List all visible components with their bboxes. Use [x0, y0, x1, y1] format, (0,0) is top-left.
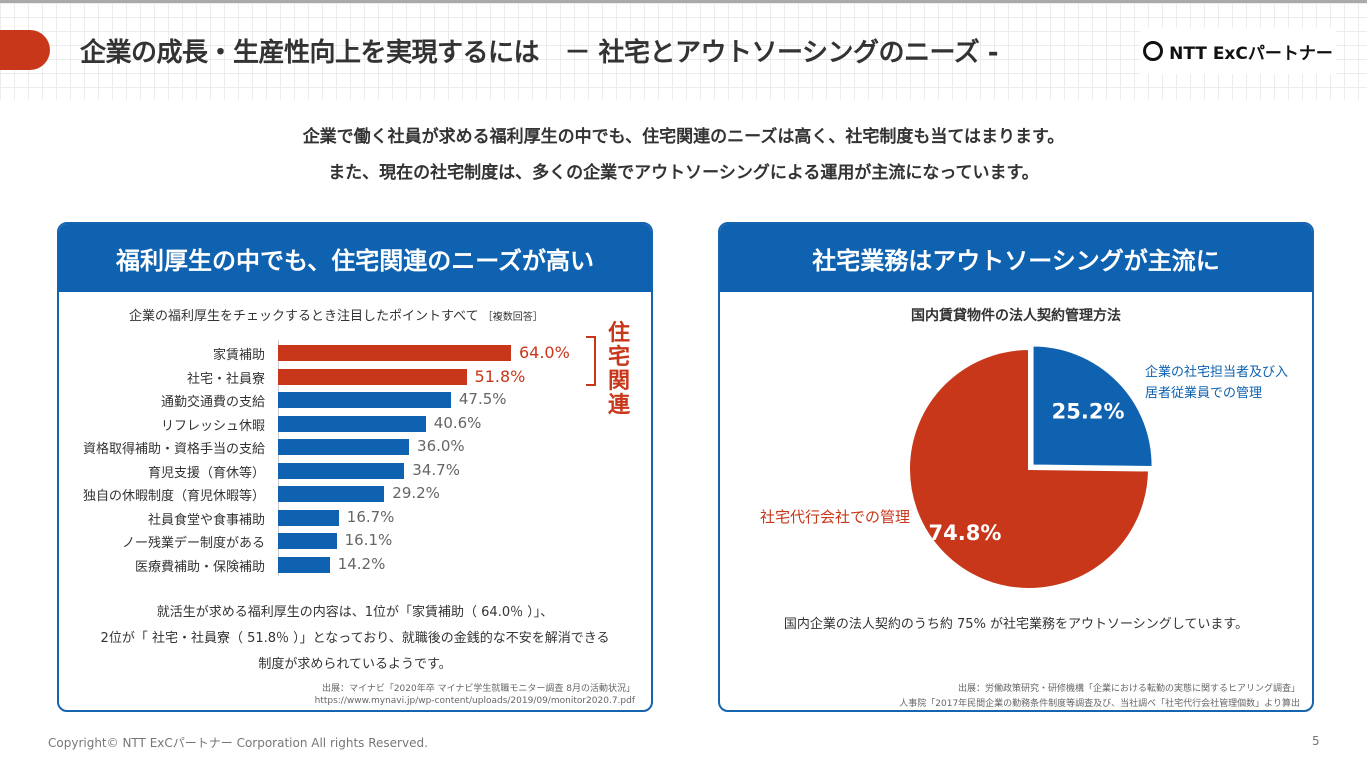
pie-slice [908, 347, 1151, 590]
pie-chart: 25.2% 74.8% [908, 344, 1154, 590]
bar-label: 育児支援（育休等） [147, 465, 265, 481]
housing-bracket [586, 336, 596, 386]
title-accent [0, 30, 50, 70]
bar-value-label: 64.0% [518, 343, 570, 362]
bar-axis [278, 340, 279, 576]
bar-chart-title: 企業の福利厚生をチェックするとき注目したポイントすべて ［複数回答］ [129, 305, 543, 324]
bar-label: 社員食堂や食事補助 [147, 512, 265, 528]
copyright: Copyright© NTT ExCパートナー Corporation All … [48, 736, 428, 750]
right-panel-note: 国内企業の法人契約のうち約 75% が社宅業務をアウトソーシングしています。 [783, 617, 1249, 632]
bar-value-label: 16.1% [344, 531, 393, 549]
bar-value-label: 36.0% [417, 437, 465, 455]
bar [278, 345, 511, 361]
bar-label: 社宅・社員寮 [186, 371, 265, 387]
left-panel: 福利厚生の中でも、住宅関連のニーズが高い 企業の福利厚生をチェックするとき注目し… [57, 222, 653, 712]
bar-value-label: 14.2% [337, 554, 386, 573]
lead-line-2: また、現在の社宅制度は、多くの企業でアウトソーシングによる運用が主流になっていま… [328, 163, 1039, 183]
company-logo: NTT ExCパートナー [1140, 28, 1336, 74]
bar-label: 独自の休暇制度（育児休暇等） [82, 489, 265, 504]
logo-text: NTT ExCパートナー [1169, 43, 1333, 64]
bar-value-label: 47.5% [458, 390, 507, 408]
bar [278, 439, 410, 455]
left-panel-note: 就活生が求める福利厚生の内容は、1位が「家賃補助（ 64.0％ ）」、 2位が「… [100, 605, 610, 672]
right-source-2: 人事院「2017年民間企業の勤務条件制度等調査及び、当社調べ「社宅代行会社管理個… [899, 699, 1300, 709]
bar-label: 家賃補助 [212, 348, 265, 363]
right-panel: 社宅業務はアウトソーシングが主流に 国内賃貸物件の法人契約管理方法 25.2% 7… [718, 222, 1314, 712]
pie-label-outsourced: 社宅代行会社での管理 [760, 508, 911, 526]
bar-value-label: 51.8% [474, 366, 526, 386]
page-title: 企業の成長・生産性向上を実現するには － 社宅とアウトソーシングのニーズ - [80, 38, 999, 68]
bar-value-label: 29.2% [392, 484, 440, 502]
pie-value-label: 25.2% [1052, 400, 1125, 424]
bar-label: 資格取得補助・資格手当の支給 [82, 442, 265, 457]
right-panel-heading: 社宅業務はアウトソーシングが主流に [720, 224, 1312, 292]
lead-line-1: 企業で働く社員が求める福利厚生の中でも、住宅関連のニーズは高く、社宅制度も当ては… [302, 127, 1065, 147]
bar-label: ノー残業デー制度がある [121, 536, 265, 551]
right-source-1: 出展：労働政策研究・研修機構「企業における転勤の実態に関するヒアリング調査」 [957, 684, 1300, 694]
bar [278, 533, 337, 549]
housing-label: 住宅関連 [608, 321, 631, 418]
logo-icon [1143, 41, 1164, 61]
pie-chart-title: 国内賃貸物件の法人契約管理方法 [911, 308, 1121, 324]
bar-value-label: 40.6% [433, 413, 482, 432]
bar-label: 通勤交通費の支給 [160, 395, 265, 410]
bar-value-label: 16.7% [346, 507, 395, 526]
pie-label-inhouse: 企業の社宅担当者及び入居者従業員での管理 [1145, 365, 1289, 401]
pie-slice [1031, 344, 1154, 469]
page-number: 5 [1312, 734, 1320, 748]
bar-chart-title-text: 企業の福利厚生をチェックするとき注目したポイントすべて [129, 309, 479, 324]
bar-label: リフレッシュ休暇 [160, 418, 265, 434]
bar-value-label: 34.7% [412, 460, 460, 479]
bar [278, 556, 330, 573]
bar-label: 医療費補助・保険補助 [134, 559, 265, 575]
bar [278, 462, 405, 479]
bar [278, 368, 467, 385]
bar [278, 415, 426, 432]
bar-chart-title-note: ［複数回答］ [482, 312, 543, 323]
left-panel-heading: 福利厚生の中でも、住宅関連のニーズが高い [59, 224, 651, 292]
left-source-1: 出展：マイナビ「2020年卒 マイナビ学生就職モニター調査 8月の活動状況」 [322, 684, 635, 694]
bar [278, 509, 339, 526]
bar [278, 486, 385, 502]
left-source-2: https://www.mynavi.jp/wp-content/uploads… [314, 696, 635, 706]
pie-value-label: 74.8% [929, 521, 1002, 545]
bar [278, 392, 451, 408]
header-background [0, 0, 1367, 100]
